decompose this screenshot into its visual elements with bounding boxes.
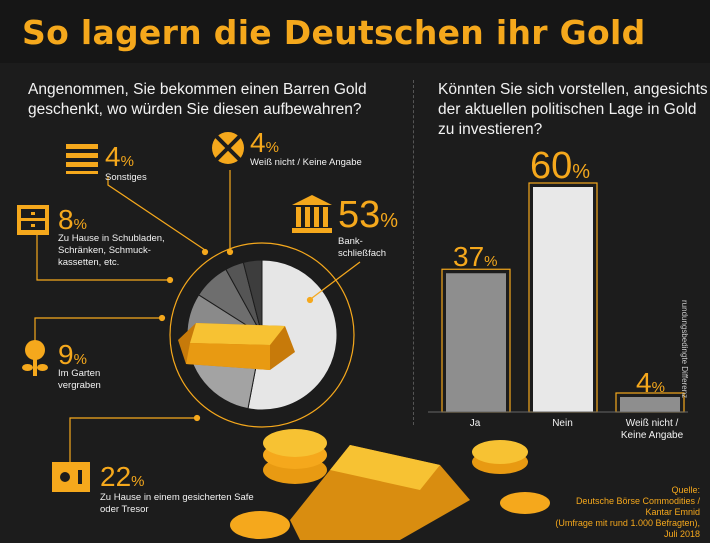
- rounding-note: rundungsbedingte Differenz: [680, 300, 689, 399]
- label-schubladen: Zu Hause in Schubladen, Schränken, Schmu…: [58, 233, 165, 268]
- stack-icon: [66, 142, 98, 174]
- label-garten: Im Garten vergraben: [58, 368, 101, 391]
- bar-chart: [441, 182, 685, 413]
- bar-ja: [446, 273, 506, 412]
- bar-label-nein: Nein: [552, 418, 573, 429]
- slice-weiss-nicht: [242, 259, 263, 336]
- bar-value-ja: 37%: [453, 241, 498, 272]
- bar-label-weiss-nicht: Weiß nicht / Keine Angabe: [620, 418, 684, 441]
- source-note: Quelle: Deutsche Börse Commodities / Kan…: [555, 485, 700, 539]
- pct-weiss-nicht: 4%: [250, 127, 279, 158]
- pct-safe: 22%: [100, 461, 145, 492]
- question-storage: Angenommen, Sie bekommen einen Barren Go…: [28, 81, 367, 118]
- divider: [413, 80, 414, 425]
- bar-label-ja: Ja: [469, 418, 481, 429]
- pct-sonstiges: 4%: [105, 141, 134, 172]
- pct-garten: 9%: [58, 339, 87, 370]
- cross-circle-icon: [210, 130, 246, 166]
- drawer-icon: [17, 205, 49, 235]
- bar-nein: [533, 187, 593, 412]
- safe-icon: [52, 462, 90, 492]
- flower-icon: [20, 340, 50, 382]
- slice-bankschliessfach: [247, 259, 338, 411]
- label-weiss-nicht: Weiß nicht / Keine Angabe: [250, 157, 362, 168]
- pie-ring: [169, 242, 355, 428]
- gold-pile-decoration: [230, 429, 550, 540]
- question-invest: Könnten Sie sich vorstellen, angesichts …: [438, 81, 708, 138]
- label-sonstiges: Sonstiges: [105, 172, 147, 183]
- pct-bankschliessfach: 53%: [338, 194, 399, 236]
- leader-lines: [34, 170, 361, 470]
- gold-bar-illustration: [178, 323, 295, 370]
- header-bar: [0, 0, 710, 63]
- page-title: So lagern die Deutschen ihr Gold: [22, 13, 646, 52]
- bar-weiss-nicht: [620, 397, 680, 412]
- pct-schubladen: 8%: [58, 204, 87, 235]
- label-bankschliessfach: Bank-schließfach: [338, 236, 387, 259]
- bar-value-nein: 60%: [530, 145, 591, 187]
- label-safe: Zu Hause in einem gesicherten Safe oder …: [100, 492, 254, 515]
- bank-icon: [292, 195, 332, 233]
- bar-value-weiss-nicht: 4%: [636, 367, 665, 398]
